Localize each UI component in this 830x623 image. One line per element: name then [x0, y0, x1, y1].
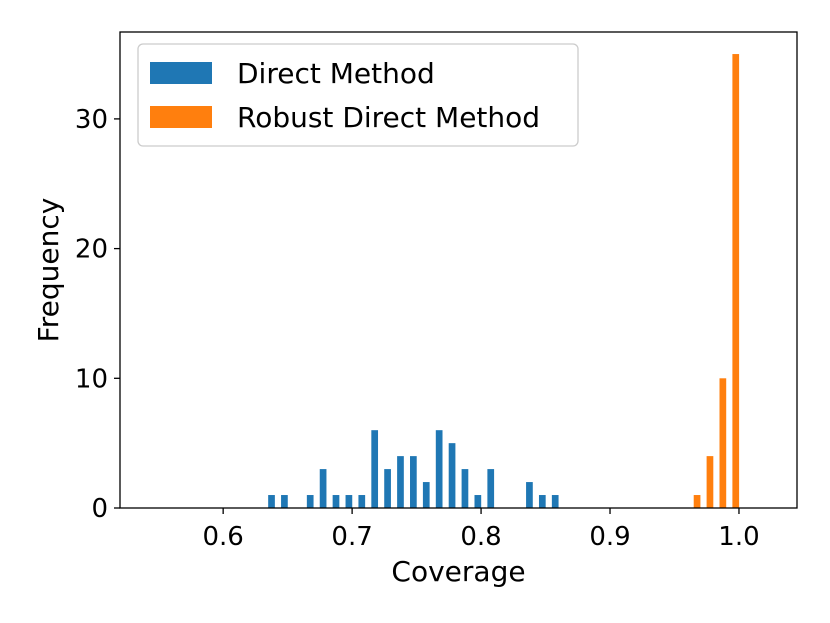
bar-direct-11 [422, 482, 430, 508]
bar-robust-1 [706, 456, 714, 508]
legend-swatch [150, 62, 212, 84]
bar-direct-8 [384, 469, 391, 508]
x-tick-label: 0.7 [331, 522, 372, 552]
bar-direct-18 [538, 495, 546, 508]
y-axis-ticks: 0 10 20 30 [75, 105, 120, 524]
bar-direct-12 [435, 430, 443, 508]
bar-direct-19 [551, 495, 559, 508]
bar-direct-9 [397, 456, 404, 508]
x-tick-label: 1.0 [718, 522, 759, 552]
plot-frame [119, 31, 798, 509]
x-tick-label: 0.6 [202, 522, 243, 552]
bars-layer [268, 54, 740, 509]
bar-direct-2 [306, 495, 314, 508]
bar-direct-3 [319, 469, 327, 508]
bar-direct-4 [332, 495, 340, 508]
x-tick-label: 0.8 [460, 522, 501, 552]
bar-direct-5 [345, 495, 353, 508]
bar-direct-7 [371, 430, 379, 508]
y-axis-label: Frequency [32, 198, 65, 343]
legend-label: Robust Direct Method [237, 101, 540, 134]
bar-robust-2 [719, 378, 727, 508]
x-axis-ticks: 0.6 0.7 0.8 0.9 1.0 [202, 508, 760, 552]
x-tick-label: 0.9 [589, 522, 630, 552]
bar-direct-17 [526, 482, 533, 508]
bar-direct-13 [448, 443, 456, 508]
bar-direct-10 [410, 456, 417, 508]
y-tick-label: 10 [75, 364, 108, 394]
y-tick-label: 20 [75, 235, 108, 265]
x-axis-label: Coverage [391, 555, 525, 588]
bar-robust-0 [693, 495, 701, 508]
bar-direct-15 [474, 495, 482, 508]
bar-direct-0 [268, 495, 275, 508]
bar-direct-6 [358, 495, 366, 508]
legend-label: Direct Method [237, 57, 435, 90]
bar-robust-3 [732, 54, 740, 509]
y-tick-label: 0 [91, 494, 108, 524]
bar-direct-14 [461, 469, 469, 508]
y-tick-label: 30 [75, 105, 108, 135]
bar-direct-1 [281, 495, 288, 508]
bar-direct-16 [487, 469, 495, 508]
legend: Direct Method Robust Direct Method [137, 43, 579, 147]
legend-swatch [150, 106, 212, 128]
legend-box [137, 43, 579, 147]
